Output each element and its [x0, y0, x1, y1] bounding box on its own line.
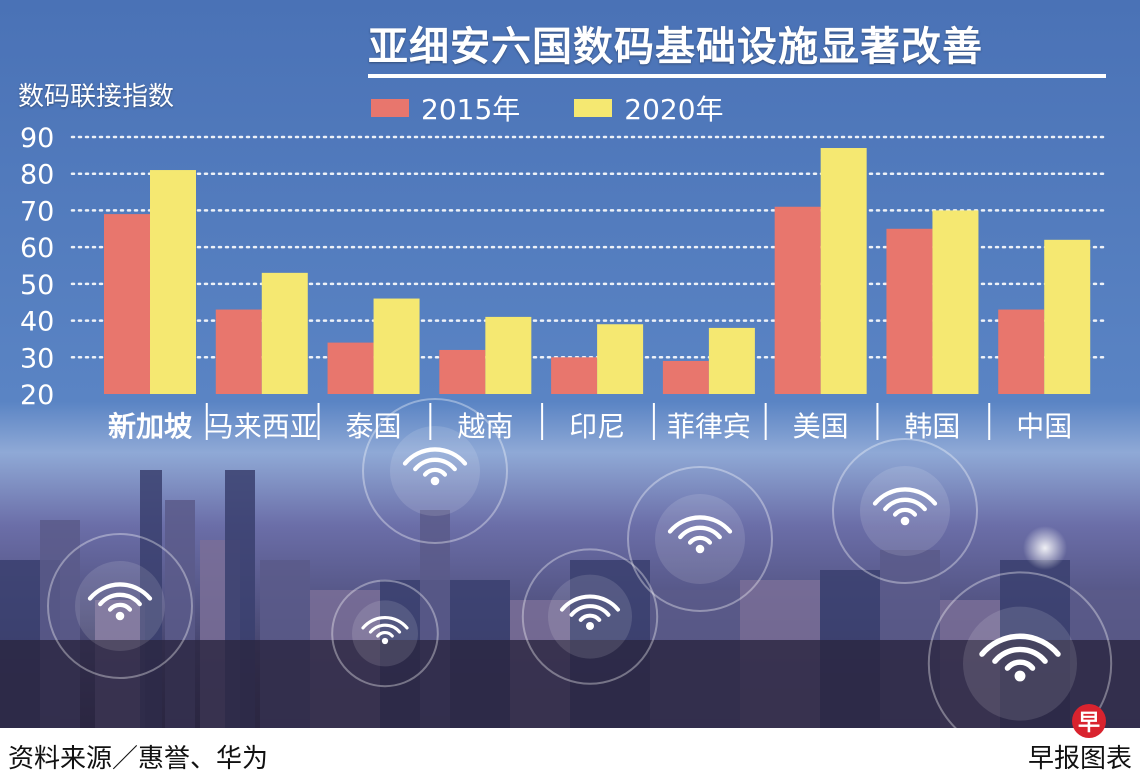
city-base: [0, 640, 1140, 730]
wifi-ring: [627, 466, 773, 612]
x-tick-label: 印尼: [569, 410, 625, 443]
wifi-icon-arc: [678, 525, 722, 540]
bar-2020: [485, 316, 532, 394]
wifi-icon-arc: [402, 447, 468, 466]
wifi-icon-arc: [1004, 659, 1036, 671]
y-tick-label: 70: [20, 196, 54, 227]
bar-2020: [261, 272, 308, 394]
x-tick-label: 越南: [457, 410, 513, 443]
legend-label-2015: 2015年: [421, 93, 521, 126]
bar-2020: [932, 210, 979, 394]
bar-2015: [774, 206, 821, 394]
bars: [104, 148, 1091, 394]
bar-2015: [998, 309, 1045, 394]
wifi-icon-arc: [422, 467, 448, 477]
wifi-ring: [331, 579, 439, 688]
x-tick-label: 泰国: [346, 410, 402, 443]
y-tick-labels: 20 30 40 50 60 70 80 90: [20, 123, 54, 411]
y-tick-label: 60: [20, 233, 54, 264]
wifi-icon-arc: [368, 623, 402, 634]
bar-2015: [886, 228, 933, 394]
wifi-icon-arc: [883, 497, 927, 512]
legend-label-2020: 2020年: [624, 93, 724, 126]
wifi-icon-arc: [992, 646, 1048, 664]
wifi-icon-arc: [560, 594, 620, 612]
bar-2015: [439, 349, 486, 394]
x-tick-label: 美国: [793, 410, 849, 443]
y-axis-label: 数码联接指数: [18, 82, 175, 112]
bar-2020: [597, 324, 644, 394]
x-tick-labels: 新加坡 马来西亚 泰国 越南 印尼 菲律宾 美国 韩国 中国: [108, 403, 1072, 443]
bar-2015: [104, 214, 150, 394]
wifi-icon-arc: [578, 613, 602, 622]
wifi-icon-arc: [892, 507, 918, 517]
legend-swatch-2020: [574, 99, 613, 117]
source-note: 资料来源／惠誉、华为: [8, 744, 269, 774]
bar-2020: [373, 298, 420, 394]
wifi-icon-arc: [413, 457, 457, 472]
x-tick-label: 马来西亚: [206, 410, 318, 443]
wifi-icon-arc: [87, 582, 153, 601]
wifi-icon-arc: [667, 515, 733, 534]
y-tick-label: 20: [20, 380, 54, 411]
zaobao-logo: 早: [1072, 704, 1106, 738]
bar-2015: [215, 309, 262, 394]
bar-2020: [1044, 239, 1091, 394]
chart-title: 亚细安六国数码基础设施显著改善: [368, 24, 983, 70]
x-tick-label: 新加坡: [108, 410, 192, 443]
bar-2015: [662, 360, 709, 394]
bar-2020: [820, 148, 867, 394]
wifi-ring: [362, 398, 508, 544]
wifi-icon-arc: [687, 535, 713, 545]
wifi-icon-arc: [376, 631, 394, 638]
wifi-ring: [832, 438, 978, 584]
y-tick-label: 30: [20, 343, 54, 374]
wifi-icon-dot: [900, 516, 910, 526]
wifi-icon-dot: [115, 611, 125, 621]
bar-2020: [150, 170, 196, 394]
wifi-icon-arc: [979, 633, 1061, 657]
wifi-icon-dot: [381, 637, 389, 645]
y-tick-label: 90: [20, 123, 54, 154]
wifi-icon-arc: [107, 602, 133, 612]
legend: 2015年 2020年: [371, 88, 778, 128]
y-tick-label: 80: [20, 160, 54, 191]
bar-2020: [708, 327, 755, 394]
wifi-icon-dot: [695, 544, 705, 554]
x-tick-label: 韩国: [904, 410, 960, 443]
legend-item-2015: 2015年: [371, 88, 520, 128]
wifi-icon-arc: [569, 604, 611, 617]
legend-swatch-2015: [371, 99, 409, 117]
city-skyline-illustration: [0, 470, 1140, 730]
light-glow: [1023, 526, 1067, 570]
bar-2015: [327, 342, 374, 394]
wifi-illustration: [47, 398, 1113, 756]
wifi-icon-dot: [586, 622, 594, 630]
y-tick-label: 40: [20, 307, 54, 338]
x-tick-label: 中国: [1016, 410, 1072, 443]
wifi-icon-dot: [1014, 670, 1026, 682]
legend-item-2020: 2020年: [574, 88, 724, 128]
wifi-icon-arc: [98, 592, 142, 607]
wifi-icon-dot: [430, 476, 440, 486]
footer-bar: [0, 728, 1140, 775]
title-underline: [368, 74, 1106, 78]
bar-2015: [551, 357, 598, 394]
wifi-icon-arc: [872, 487, 938, 506]
y-tick-label: 50: [20, 270, 54, 301]
wifi-ring: [521, 548, 659, 685]
wifi-icon-arc: [361, 616, 409, 630]
wifi-ring: [47, 533, 193, 679]
graphic-credit: 早报图表: [1027, 744, 1132, 774]
x-tick-label: 菲律宾: [667, 410, 751, 443]
